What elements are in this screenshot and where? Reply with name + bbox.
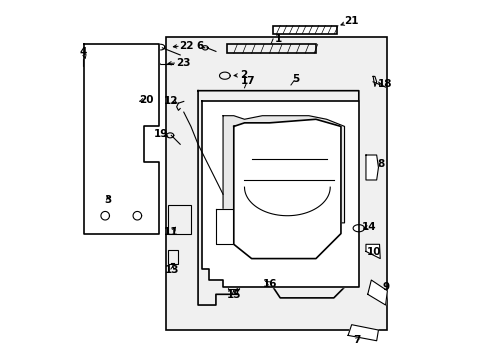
Text: 8: 8 xyxy=(377,159,384,169)
Text: 15: 15 xyxy=(226,290,241,300)
Bar xyxy=(123,173,144,194)
Bar xyxy=(102,123,134,152)
Polygon shape xyxy=(216,208,280,244)
Text: 3: 3 xyxy=(104,195,111,204)
Text: 5: 5 xyxy=(292,74,299,84)
Text: 1: 1 xyxy=(274,34,282,44)
Bar xyxy=(167,249,178,264)
Text: 13: 13 xyxy=(165,265,179,275)
Bar xyxy=(226,44,315,53)
Text: 14: 14 xyxy=(361,222,375,232)
Bar xyxy=(83,59,90,66)
Text: 23: 23 xyxy=(176,58,190,68)
Text: 16: 16 xyxy=(263,279,277,289)
Bar xyxy=(167,205,190,234)
Text: 19: 19 xyxy=(153,129,167,139)
Polygon shape xyxy=(223,116,344,223)
Polygon shape xyxy=(201,102,358,287)
Bar xyxy=(272,26,337,33)
Bar xyxy=(94,169,119,194)
Bar xyxy=(165,37,386,330)
Text: 4: 4 xyxy=(79,47,86,57)
Text: 21: 21 xyxy=(344,16,358,26)
Text: 22: 22 xyxy=(179,41,193,51)
Polygon shape xyxy=(83,44,159,234)
Polygon shape xyxy=(365,244,380,258)
Text: 7: 7 xyxy=(353,335,360,345)
Polygon shape xyxy=(347,325,378,341)
Text: 12: 12 xyxy=(163,96,178,106)
Text: 18: 18 xyxy=(377,79,391,89)
Text: 6: 6 xyxy=(196,41,203,51)
Polygon shape xyxy=(367,280,386,305)
Text: 10: 10 xyxy=(366,247,380,257)
Polygon shape xyxy=(365,155,378,180)
Text: 9: 9 xyxy=(381,282,388,292)
Bar xyxy=(260,273,271,282)
Text: 2: 2 xyxy=(239,70,246,80)
Bar xyxy=(94,66,141,109)
Bar xyxy=(228,281,239,289)
Text: 17: 17 xyxy=(240,76,255,86)
Text: 20: 20 xyxy=(139,95,153,105)
Text: 11: 11 xyxy=(163,227,178,237)
Polygon shape xyxy=(233,119,340,258)
